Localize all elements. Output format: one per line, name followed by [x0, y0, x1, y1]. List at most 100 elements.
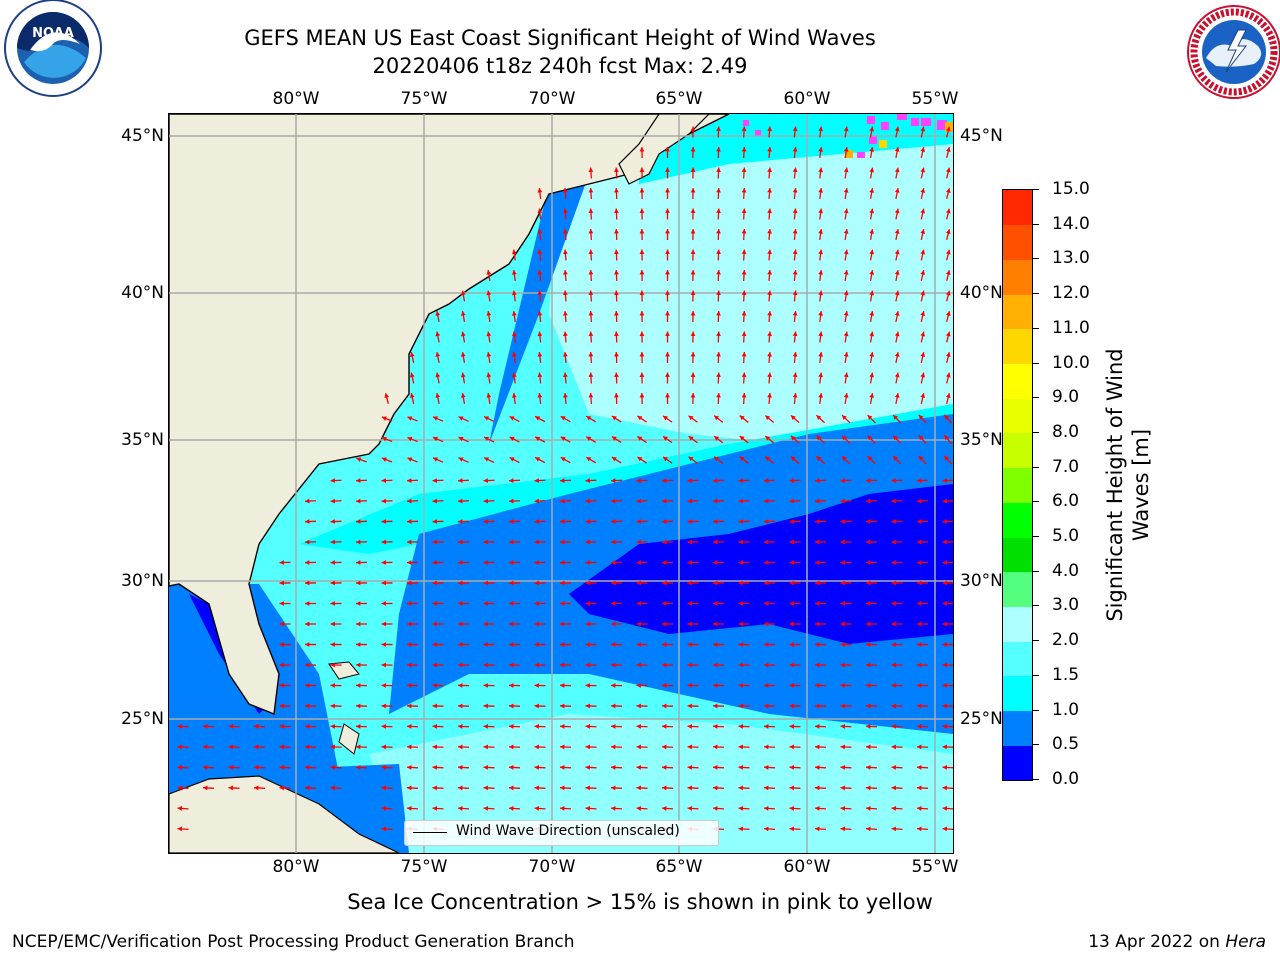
wave-direction-arrowhead	[713, 560, 718, 565]
wave-direction-arrowhead	[869, 331, 875, 337]
wave-direction-arrowhead	[690, 372, 696, 377]
colorbar-tick-mark	[1033, 293, 1039, 295]
wave-direction-arrowhead	[869, 290, 875, 296]
wave-direction-arrowhead	[815, 703, 820, 709]
wave-direction-arrowhead	[690, 229, 696, 234]
wave-direction-arrowhead	[460, 372, 466, 378]
wave-direction-arrowhead	[792, 229, 798, 234]
wave-direction-arrowhead	[866, 580, 871, 586]
wave-direction-arrowhead	[356, 683, 361, 688]
wave-direction-arrowhead	[764, 785, 769, 791]
wave-direction-arrowhead	[409, 352, 415, 357]
wave-direction-arrowhead	[662, 415, 668, 421]
land-north-america	[169, 114, 730, 715]
lat-label-left-30n: 30°N	[121, 571, 164, 591]
wave-direction-arrowhead	[891, 826, 897, 832]
wave-direction-arrowhead	[356, 765, 361, 770]
wave-direction-arrowhead	[432, 621, 437, 627]
wave-direction-arrowhead	[815, 601, 820, 606]
colorbar-segment	[1003, 363, 1032, 399]
wave-direction-arrowhead	[356, 498, 361, 504]
wave-direction-arrowhead	[843, 290, 849, 296]
colorbar-tick-mark	[1033, 397, 1039, 399]
wave-direction-arrowhead	[688, 436, 694, 441]
wave-direction-arrowhead	[894, 331, 900, 337]
wave-direction-arrowhead	[381, 478, 387, 483]
wave-direction-arrowhead	[432, 601, 437, 606]
wave-direction-arrowhead	[687, 539, 692, 545]
wave-direction-arrowhead	[866, 724, 871, 729]
wave-direction-arrowhead	[816, 456, 822, 462]
wave-direction-arrowhead	[614, 290, 619, 295]
wave-direction-arrowhead	[407, 498, 412, 504]
wave-direction-arrowhead	[458, 744, 463, 750]
wave-direction-arrowhead	[945, 290, 951, 296]
wave-direction-arrowhead	[588, 352, 594, 357]
wave-direction-arrowhead	[639, 147, 645, 152]
wave-direction-arrowhead	[511, 372, 517, 378]
wave-direction-arrowhead	[920, 167, 926, 173]
wave-direction-arrowhead	[738, 703, 743, 709]
wave-direction-arrowhead	[942, 703, 947, 709]
wave-direction-arrowhead	[840, 519, 845, 524]
wave-direction-arrowhead	[460, 352, 466, 357]
wave-direction-arrowhead	[560, 457, 566, 462]
wave-direction-arrowhead	[840, 621, 845, 627]
wave-direction-arrowhead	[560, 662, 565, 668]
wave-direction-arrowhead	[585, 703, 590, 709]
wave-direction-arrowhead	[662, 785, 667, 791]
wave-direction-arrowhead	[815, 765, 820, 770]
wave-direction-arrowhead	[611, 724, 616, 729]
lat-label-left-35n: 35°N	[121, 430, 164, 450]
wave-direction-arrowhead	[687, 806, 693, 811]
wave-direction-arrowhead	[381, 724, 386, 729]
lat-label-right-35n: 35°N	[960, 430, 1003, 450]
wave-direction-arrowhead	[534, 744, 540, 750]
wave-direction-arrowhead	[534, 601, 539, 606]
wave-direction-arrowhead	[942, 826, 948, 832]
wave-direction-arrowhead	[866, 765, 871, 770]
wave-direction-arrowhead	[690, 290, 696, 295]
wave-direction-arrowhead	[356, 744, 361, 750]
wave-direction-arrowhead	[407, 539, 412, 545]
colorbar-tick-label: 10.0	[1052, 352, 1090, 373]
wave-direction-arrowhead	[639, 372, 645, 377]
lat-label-left-45n: 45°N	[121, 126, 164, 146]
wave-direction-arrowhead	[537, 311, 543, 316]
legend-line-swatch	[413, 832, 447, 833]
colorbar-title: Significant Height of Wind Waves [m]	[1103, 348, 1153, 622]
wave-direction-arrowhead	[458, 724, 463, 729]
wave-direction-arrowhead	[738, 621, 743, 627]
lon-label-bottom-80w: 80°W	[272, 857, 320, 877]
wave-direction-arrowhead	[690, 208, 696, 213]
wave-direction-arrowhead	[585, 478, 591, 483]
wave-direction-arrowhead	[636, 498, 641, 504]
wave-direction-arrowhead	[942, 744, 948, 750]
wave-direction-arrowhead	[483, 765, 489, 770]
wave-direction-arrowhead	[662, 456, 668, 462]
wave-direction-arrowhead	[636, 724, 641, 729]
wave-direction-arrowhead	[815, 498, 820, 504]
wave-direction-arrowhead	[511, 393, 517, 398]
wave-direction-arrowhead	[789, 683, 794, 688]
wave-direction-arrowhead	[792, 126, 798, 132]
wave-direction-arrowhead	[585, 806, 591, 811]
wave-direction-arrowhead	[486, 352, 492, 357]
wave-direction-arrowhead	[764, 662, 769, 668]
wave-direction-arrowhead	[483, 580, 488, 586]
wave-direction-arrowhead	[330, 683, 335, 688]
wave-direction-arrowhead	[789, 662, 794, 668]
wave-direction-arrowhead	[458, 621, 463, 627]
wave-direction-arrowhead	[407, 416, 413, 421]
wave-direction-arrowhead	[767, 393, 772, 398]
wave-direction-arrowhead	[537, 393, 543, 398]
wave-direction-arrowhead	[764, 765, 769, 770]
wave-direction-arrowhead	[662, 436, 668, 441]
lon-label-bottom-65w: 65°W	[655, 857, 703, 877]
wave-direction-arrowhead	[866, 826, 871, 832]
wave-direction-arrowhead	[815, 539, 820, 545]
wave-direction-arrowhead	[690, 188, 696, 193]
wave-direction-arrowhead	[792, 290, 798, 296]
wave-direction-arrowhead	[866, 703, 871, 709]
wave-direction-arrowhead	[203, 785, 208, 791]
